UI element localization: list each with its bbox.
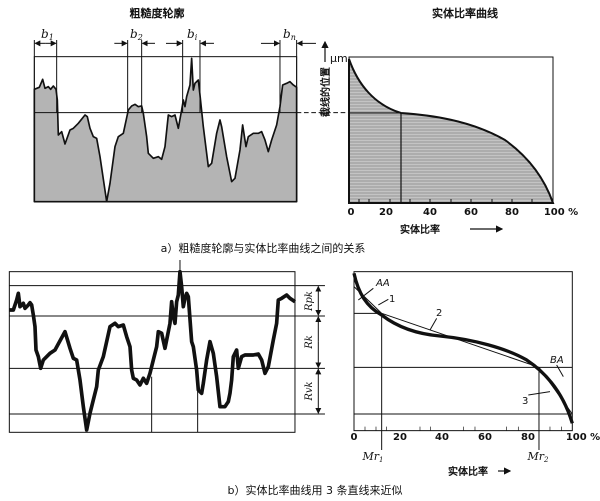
profile-title: 粗糙度轮廓 xyxy=(130,6,185,20)
marker-bi: bi xyxy=(187,27,198,42)
marker-bn: bn xyxy=(283,27,296,42)
y-unit: μm xyxy=(330,52,348,65)
ratio-curve-title: 实体比率曲线 xyxy=(432,6,498,20)
caption-b: b）实体比率曲线用 3 条直线来近似 xyxy=(228,483,403,497)
b-marker-lines xyxy=(33,39,298,113)
x-ticks xyxy=(358,199,533,203)
band-profile-panel: Rpk Rk Rvk xyxy=(8,260,325,433)
label-aa: AA xyxy=(375,278,390,289)
band-label-rvk: Rvk xyxy=(304,381,315,401)
profile-line xyxy=(9,269,296,432)
x-axis-label: 实体比率 xyxy=(448,465,488,478)
x-tick-label: 40 xyxy=(435,432,449,443)
x-tick-label: 100 % xyxy=(544,207,578,218)
ratio-curve-area xyxy=(348,58,555,204)
x-tick-label: 60 xyxy=(478,432,492,443)
label-3: 3 xyxy=(522,396,528,407)
mr1-label: Mr1 xyxy=(362,450,384,464)
x-tick-label: 100 % xyxy=(566,432,600,443)
label-2: 2 xyxy=(436,308,442,319)
marker-b1: b1 xyxy=(41,27,54,42)
x-axis-label: 实体比率 xyxy=(400,223,440,236)
x-tick-label: 60 xyxy=(464,207,478,218)
x-tick-label: 0 xyxy=(348,207,355,218)
band-label-rk: Rk xyxy=(304,335,315,350)
x-tick-label: 20 xyxy=(379,207,393,218)
approximation-panel: AA 1 2 BA 3 0 20 40 60 80 100 % Mr1 Mr2 … xyxy=(351,271,600,478)
profile-frame xyxy=(33,56,298,203)
label-1: 1 xyxy=(389,294,395,305)
mr2-label: Mr2 xyxy=(527,450,550,464)
profile-area xyxy=(33,57,298,203)
x-tick-label: 20 xyxy=(393,432,407,443)
x-tick-label: 80 xyxy=(505,207,519,218)
marker-b2: b2 xyxy=(130,27,143,42)
material-ratio-curve xyxy=(352,272,574,424)
label-ba: BA xyxy=(550,355,564,366)
y-axis-label: 截线的位置 xyxy=(319,67,332,117)
band-label-rpk: Rpk xyxy=(304,291,315,312)
x-tick-label: 0 xyxy=(351,432,358,443)
approx-frame xyxy=(353,271,573,432)
x-tick-label: 40 xyxy=(423,207,437,218)
x-tick-label: 80 xyxy=(521,432,535,443)
roughness-profile-panel: 粗糙度轮廓 b1 b2 bi bn xyxy=(33,6,349,203)
caption-a: a）粗糙度轮廓与实体比率曲线之间的关系 xyxy=(161,241,366,255)
material-ratio-panel: 实体比率曲线 μm 截线的位置 0 20 40 60 80 100 % 实体比率 xyxy=(319,6,578,236)
